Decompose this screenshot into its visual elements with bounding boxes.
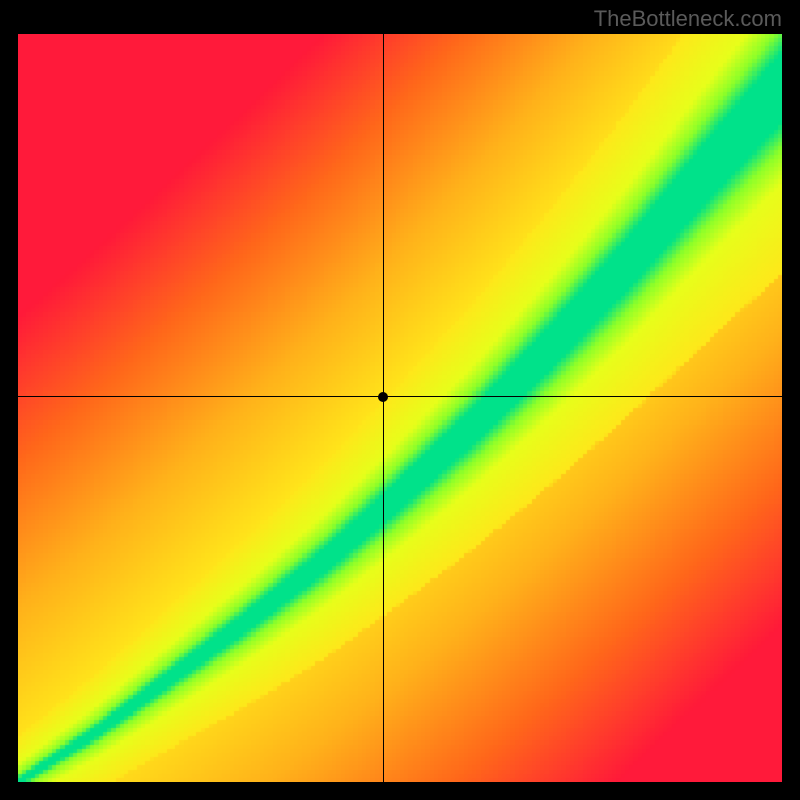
crosshair-vertical [383,34,384,782]
crosshair-horizontal [18,396,782,397]
watermark-text: TheBottleneck.com [594,6,782,32]
crosshair-marker [378,392,388,402]
heatmap-canvas [18,34,782,782]
heatmap-plot [18,34,782,782]
